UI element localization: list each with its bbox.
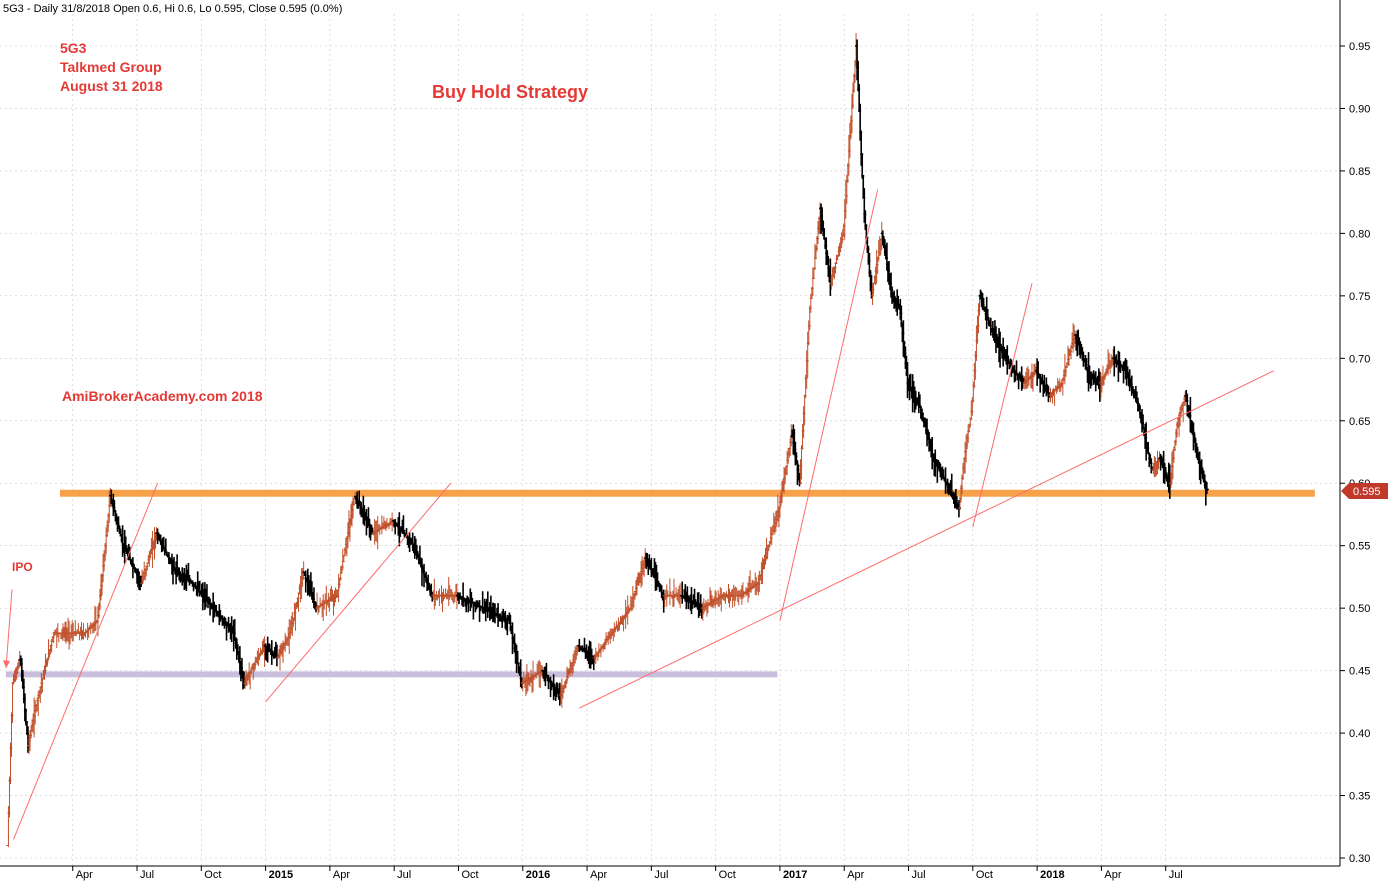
y-tick-label: 0.90: [1349, 103, 1370, 115]
watermark-label: AmiBrokerAcademy.com 2018: [62, 388, 263, 404]
x-tick-label: Oct: [204, 869, 221, 881]
y-tick-label: 0.80: [1349, 228, 1370, 240]
x-tick-label: Jul: [1169, 869, 1183, 881]
x-tick-label: Oct: [976, 869, 993, 881]
y-tick-label: 0.40: [1349, 728, 1370, 740]
trendline: [265, 482, 452, 703]
x-tick-label: Oct: [461, 869, 478, 881]
ohlc-bars: [6, 33, 1209, 847]
trendline: [779, 189, 879, 621]
y-tick-label: 0.95: [1349, 41, 1370, 53]
ohlc-bar: [1052, 389, 1057, 406]
trendline: [579, 370, 1274, 709]
last-price-label: 0.595: [1353, 486, 1381, 498]
strategy-title: Buy Hold Strategy: [432, 82, 588, 102]
last-price-marker: 0.595: [1341, 483, 1388, 499]
trendline: [13, 483, 159, 840]
x-tick-label: Apr: [1104, 869, 1121, 881]
x-tick-label: Jul: [140, 869, 154, 881]
y-tick-label: 0.70: [1349, 353, 1370, 365]
x-tick-label: Oct: [719, 869, 736, 881]
x-tick-label: 2015: [269, 869, 293, 881]
ipo-arrow-head: [3, 660, 10, 669]
trendline: [972, 283, 1033, 528]
grid: [0, 14, 1340, 866]
ohlc-bar: [1204, 482, 1209, 494]
x-tick-label: Apr: [590, 869, 607, 881]
x-axis: Apr Jul Oct 2015 Apr Jul Oct 2016 Apr Jul Oct 2017 A…: [0, 865, 1340, 881]
x-tick-label: 2017: [783, 869, 807, 881]
ticker-label: 5G3: [60, 40, 87, 56]
y-tick-label: 0.30: [1349, 853, 1370, 865]
chart-header: 5G3 - Daily 31/8/2018 Open 0.6, Hi 0.6, …: [3, 3, 342, 15]
x-tick-label: Jul: [912, 869, 926, 881]
y-tick-label: 0.65: [1349, 416, 1370, 428]
x-tick-label: 2016: [526, 869, 550, 881]
date-label: August 31 2018: [60, 78, 163, 94]
x-tick-label: Apr: [76, 869, 93, 881]
trendlines: [3, 189, 1274, 840]
y-tick-label: 0.50: [1349, 603, 1370, 615]
y-tick-label: 0.55: [1349, 541, 1370, 553]
company-label: Talkmed Group: [60, 59, 162, 75]
ipo-arrow: [5, 589, 13, 669]
x-tick-label: Jul: [397, 869, 411, 881]
y-tick-label: 0.45: [1349, 666, 1370, 678]
y-tick-label: 0.75: [1349, 291, 1370, 303]
x-tick-label: Apr: [847, 869, 864, 881]
x-tick-label: 2018: [1040, 869, 1064, 881]
ipo-label: IPO: [12, 560, 33, 574]
y-tick-label: 0.35: [1349, 791, 1370, 803]
y-tick-label: 0.85: [1349, 166, 1370, 178]
x-tick-label: Jul: [654, 869, 668, 881]
x-tick-label: Apr: [333, 869, 350, 881]
y-axis: 0.300.350.400.450.500.550.600.650.700.75…: [1339, 0, 1370, 866]
